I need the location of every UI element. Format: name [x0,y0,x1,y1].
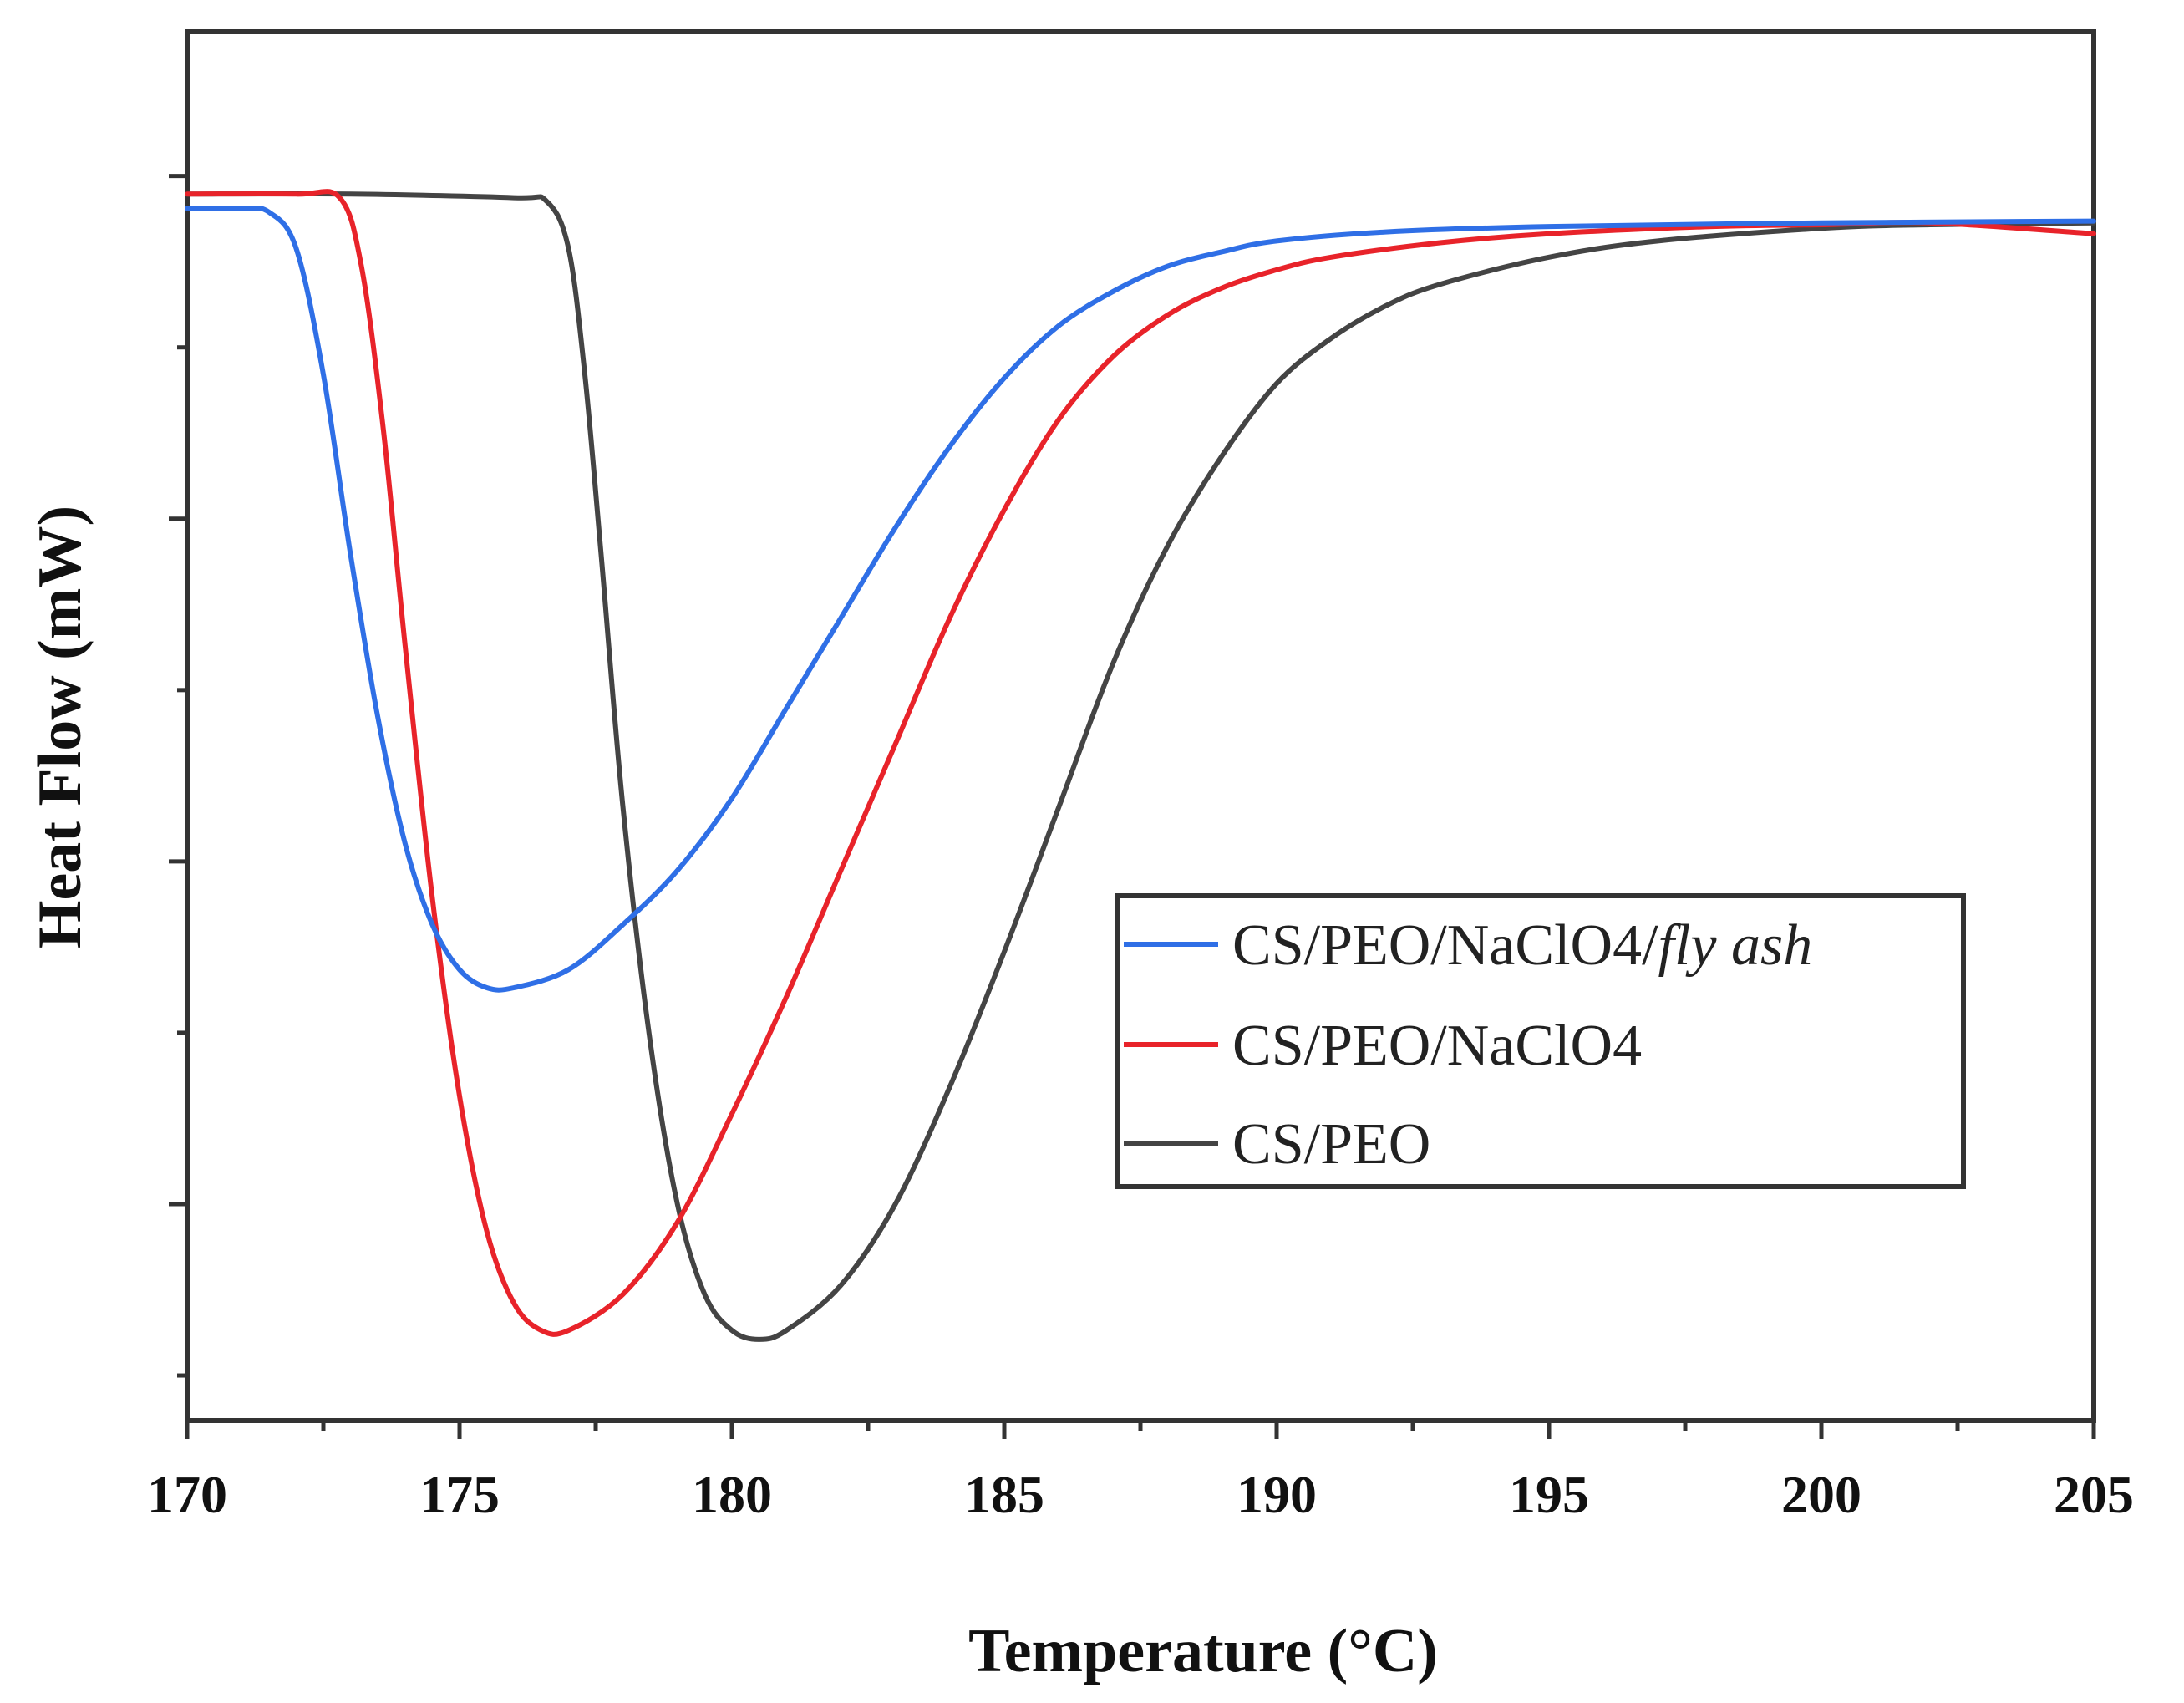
legend-label: CS/PEO/NaClO4 [1232,1014,1642,1078]
x-tick-label: 180 [692,1465,772,1524]
legend-label: CS/PEO [1232,1112,1430,1177]
x-tick-label: 195 [1509,1465,1589,1524]
y-axis-ticks [169,174,187,1378]
legend-label: CS/PEO/NaClO4/fly ash [1232,913,1812,978]
x-tick-label: 205 [2054,1465,2134,1524]
series-line-cs-peo-naclo4 [185,205,2096,993]
x-tick-label: 185 [964,1465,1044,1524]
x-tick-label: 170 [147,1465,227,1524]
x-axis-title: Temperature (°C) [968,1617,1438,1685]
x-axis-ticks: 170 175 180 185 190 195 200 205 [147,1421,2134,1524]
series-line-cs-peo [185,191,2096,1342]
y-axis-title: Heat Flow (mW) [26,506,94,948]
legend-box [1115,893,1966,1189]
series-layer [185,189,2096,1342]
x-tick-label: 175 [419,1465,500,1524]
x-tick-label: 190 [1237,1465,1317,1524]
plot-frame [185,29,2096,1423]
x-tick-label: 200 [1781,1465,1861,1524]
legend: CS/PEO/NaClO4/fly ash CS/PEO/NaClO4 CS/PEO [1115,893,1966,1189]
series-line-cs-peo-naclo4 [185,189,2096,1337]
